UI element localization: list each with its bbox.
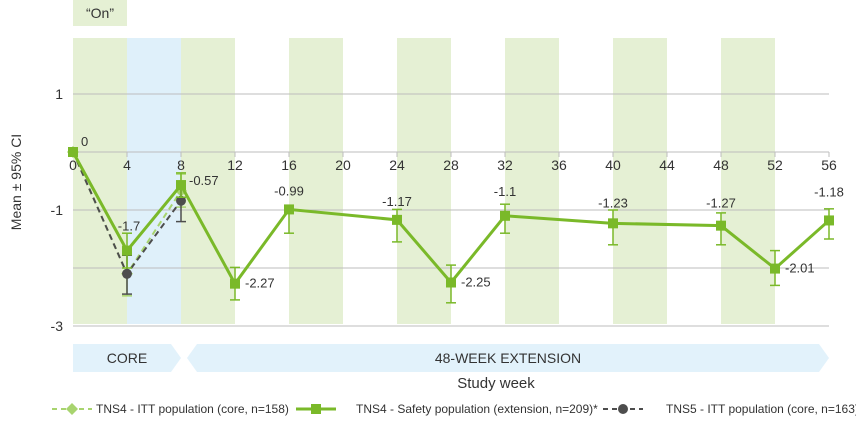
y-tick-label: -1 — [51, 202, 64, 218]
data-label: 0 — [81, 134, 88, 149]
x-tick-label: 28 — [443, 157, 459, 173]
y-axis-ticks: 1 -1 -3 — [51, 86, 64, 334]
data-label: -1.23 — [598, 195, 628, 210]
data-label: -2.27 — [245, 276, 275, 291]
data-label: -2.25 — [461, 275, 491, 290]
x-tick-label: 16 — [281, 157, 297, 173]
data-label: -1.27 — [706, 196, 736, 211]
data-point — [68, 147, 78, 157]
y-tick-label: 1 — [55, 86, 63, 102]
x-tick-label: 4 — [123, 157, 131, 173]
data-label: -1.17 — [382, 194, 412, 209]
x-tick-label: 20 — [335, 157, 351, 173]
series-line — [71, 151, 830, 287]
phase-arrows: CORE 48-WEEK EXTENSION — [73, 344, 829, 372]
phase-label: 48-WEEK EXTENSION — [435, 350, 581, 366]
on-label-box — [73, 0, 127, 26]
on-period-band — [505, 38, 559, 324]
data-label: -0.57 — [189, 173, 219, 188]
on-period-band — [73, 38, 127, 324]
x-tick-label: 44 — [659, 157, 675, 173]
on-period-band — [181, 38, 235, 324]
phase-arrow — [187, 344, 829, 372]
data-point — [824, 215, 834, 226]
x-tick-label: 40 — [605, 157, 621, 173]
data-point — [230, 278, 240, 289]
x-tick-label: 24 — [389, 157, 405, 173]
data-point — [608, 218, 618, 229]
data-point — [446, 277, 456, 288]
data-point — [770, 263, 780, 274]
legend-label: TNS5 - ITT population (core, n=163) — [666, 402, 856, 416]
data-point — [176, 180, 186, 191]
data-label: -1.18 — [814, 184, 844, 199]
data-point — [122, 268, 132, 279]
legend: TNS4 - ITT population (core, n=158) TNS4 … — [52, 402, 856, 416]
x-tick-label: 0 — [69, 157, 77, 173]
data-label: -1.1 — [494, 184, 516, 199]
data-point — [284, 204, 294, 215]
phase-arrow — [73, 344, 181, 372]
on-period-band — [289, 38, 343, 324]
x-tick-label: 56 — [821, 157, 837, 173]
x-tick-label: 32 — [497, 157, 513, 173]
on-period-band — [721, 38, 775, 324]
legend-label: TNS4 - ITT population (core, n=158) — [96, 402, 289, 416]
data-label: -1.7 — [118, 219, 140, 234]
phase-label: CORE — [107, 350, 147, 366]
gridlines — [73, 93, 829, 327]
data-point — [66, 403, 78, 415]
x-axis-label: Study week — [457, 375, 535, 392]
on-period-band — [397, 38, 451, 324]
legend-label: TNS4 - Safety population (extension, n=2… — [356, 402, 598, 416]
data-point — [716, 220, 726, 231]
y-tick-label: -3 — [51, 318, 64, 334]
x-tick-label: 36 — [551, 157, 567, 173]
data-label: -2.01 — [785, 261, 815, 276]
x-axis-ticks: 0 4 8 12 16 20 24 28 32 36 40 44 48 52 56 — [69, 152, 837, 173]
data-label: -0.99 — [274, 183, 304, 198]
series-group: 0 -1.7 -0.57 -2.27 -0.99 -1.17 -2.25 -1.1 -1.23 -… — [67, 134, 844, 304]
period-bands — [73, 38, 775, 324]
data-point — [311, 404, 321, 414]
off-highlight-band — [127, 38, 181, 324]
on-label: “On” — [86, 5, 114, 21]
y-axis-label: Mean ± 95% CI — [8, 134, 24, 230]
data-point — [392, 214, 402, 225]
data-point — [176, 195, 186, 206]
x-tick-label: 8 — [177, 157, 185, 173]
x-tick-label: 52 — [767, 157, 783, 173]
series-2 — [68, 147, 834, 304]
x-tick-label: 48 — [713, 157, 729, 173]
x-tick-label: 12 — [227, 157, 243, 173]
on-period-band — [613, 38, 667, 324]
data-point — [500, 210, 510, 221]
data-point — [618, 404, 628, 414]
data-point — [122, 245, 132, 256]
